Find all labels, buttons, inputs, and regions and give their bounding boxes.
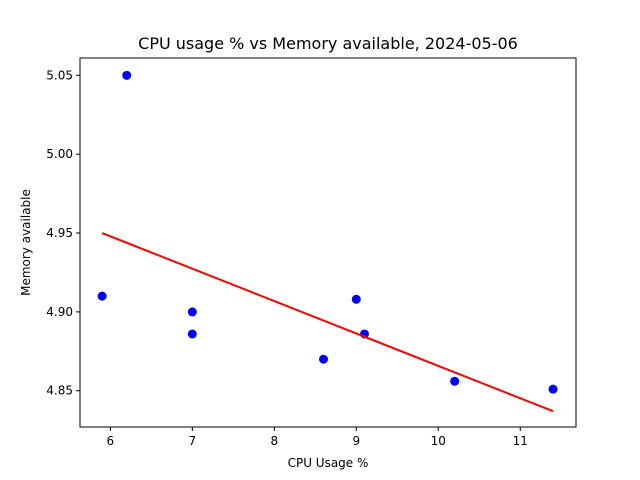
y-axis-label: Memory available <box>19 189 33 296</box>
data-point-8 <box>548 384 558 394</box>
data-point-3 <box>187 329 197 339</box>
data-layer <box>97 70 558 413</box>
data-point-1 <box>122 70 132 80</box>
data-point-4 <box>318 354 328 364</box>
chart-title: CPU usage % vs Memory available, 2024-05… <box>138 34 518 53</box>
axes-layer: 6 7 8 9 10 11 4.85 4.90 4.95 5.00 5.05 <box>46 68 528 448</box>
trend-line <box>101 232 554 413</box>
y-tick-label-2: 4.95 <box>46 226 73 240</box>
data-point-2 <box>187 307 197 317</box>
x-tick-label-0: 6 <box>107 434 115 448</box>
data-point-7 <box>450 376 460 386</box>
plot-frame <box>79 57 577 428</box>
y-tick-label-3: 5.00 <box>46 147 73 161</box>
y-tick-label-0: 4.85 <box>46 384 73 398</box>
x-axis-label: CPU Usage % <box>288 456 369 470</box>
plot-area <box>80 58 576 427</box>
x-tick-label-2: 8 <box>270 434 278 448</box>
y-tick-label-1: 4.90 <box>46 305 73 319</box>
x-tick-label-1: 7 <box>188 434 196 448</box>
data-point-0 <box>97 291 107 301</box>
x-tick-label-5: 11 <box>513 434 528 448</box>
x-tick-label-3: 9 <box>352 434 360 448</box>
y-tick-label-4: 5.05 <box>46 68 73 82</box>
data-point-5 <box>351 294 361 304</box>
x-tick-label-4: 10 <box>431 434 446 448</box>
